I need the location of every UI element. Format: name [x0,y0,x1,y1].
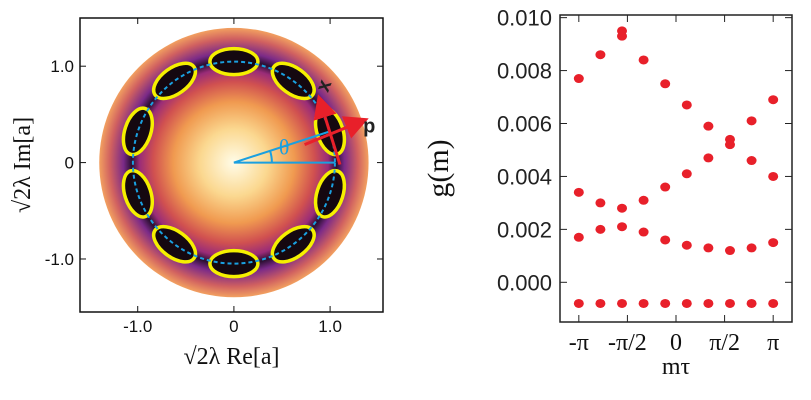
y-tick-label: 0.008 [497,59,552,84]
y-tick-label: 0.006 [497,112,552,137]
data-point-band-2 [703,153,714,163]
data-point-band-4 [703,298,714,308]
data-point-band-3 [660,235,671,245]
theta-wedge [233,130,335,164]
data-point-band-4 [746,298,757,308]
yellow-contour-lobe [121,168,155,219]
x-axis-label: √2λ Re[a] [183,344,279,370]
theta-label: θ [279,135,290,160]
data-point-band-1 [595,50,606,60]
x-tick-label: 1.0 [318,317,342,336]
data-point-band-3 [638,227,649,237]
y-tick-label: 0 [65,154,74,173]
x-tick-label: 0 [229,317,238,336]
x-tick-label: -π/2 [608,330,647,356]
data-point-band-1 [660,79,671,89]
data-point-band-3 [573,232,584,242]
x-axis-label: mτ [662,354,691,380]
yellow-contour-lobe [151,224,198,264]
data-point-band-4 [617,298,628,308]
data-point-band-2 [681,169,692,179]
y-tick-label: 0.010 [497,6,552,31]
x-arrow [313,94,342,166]
data-point-band-2 [638,195,649,205]
data-point-band-1 [638,55,649,65]
data-point-band-3 [703,243,714,253]
plot-frame [79,17,384,313]
y-tick-label: 1.0 [50,57,74,76]
data-point-band-3 [746,243,757,253]
x-tick-label: 0 [670,330,682,356]
yellow-contour-lobe [121,106,155,157]
y-tick-label: -1.0 [45,250,74,269]
data-point-band-3 [617,222,628,232]
data-point-band-1 [573,74,584,84]
data-point-band-3 [681,240,692,250]
data-point-band-2 [573,187,584,197]
x-tick-label: π [767,330,779,356]
p-arrow-label: p [363,116,375,138]
data-point-band-1 [681,100,692,110]
theta-arc [269,150,273,163]
data-point-band-2 [595,198,606,208]
plot-frame [559,14,793,323]
data-point-band-1 [768,95,779,105]
yellow-contour-lobe [270,224,316,264]
x-tick-label: π/2 [709,330,740,356]
y-axis-label: g(m) [422,139,455,197]
p-arrow [304,116,369,146]
yellow-contour-lobe [151,61,198,101]
y-tick-label: 0.000 [497,270,552,295]
data-point-band-1 [703,121,714,131]
x-tick-label: -1.0 [123,317,152,336]
phase-space-plot: θxp-1.0 0 1.01.00-1.0√2λ Re[a]√2λ Im[a] [10,17,384,370]
data-point-band-2 [724,140,735,150]
data-point-band-4 [724,298,735,308]
data-point-band-2 [617,203,628,213]
data-point-band-2 [660,182,671,192]
y-axis-label: √2λ Im[a] [10,117,36,213]
data-point-band-3 [768,238,779,248]
x-tick-label: -π [569,330,589,356]
data-point-band-4 [768,298,779,308]
data-point-band-4 [638,298,649,308]
data-point-band-2 [746,156,757,166]
data-point-band-1 [746,116,757,126]
data-point-band-3 [595,224,606,234]
y-tick-label: 0.004 [497,164,552,189]
yellow-contour-lobe [208,248,260,279]
data-point-band-2 [768,171,779,181]
data-point-band-4 [595,298,606,308]
yellow-contour-lobe [270,61,316,101]
data-point-band-3 [724,246,735,256]
yellow-contour-lobe [208,46,260,77]
data-point-band-4 [573,298,584,308]
data-point-band-4 [660,298,671,308]
data-point-extra [617,31,628,41]
correlation-scatter-plot: -π -π/2 0 π/2 π 0.010 0.008 0.006 0.004 0.002 0.00… [422,6,793,380]
data-point-band-4 [681,298,692,308]
y-tick-label: 0.002 [497,217,552,242]
